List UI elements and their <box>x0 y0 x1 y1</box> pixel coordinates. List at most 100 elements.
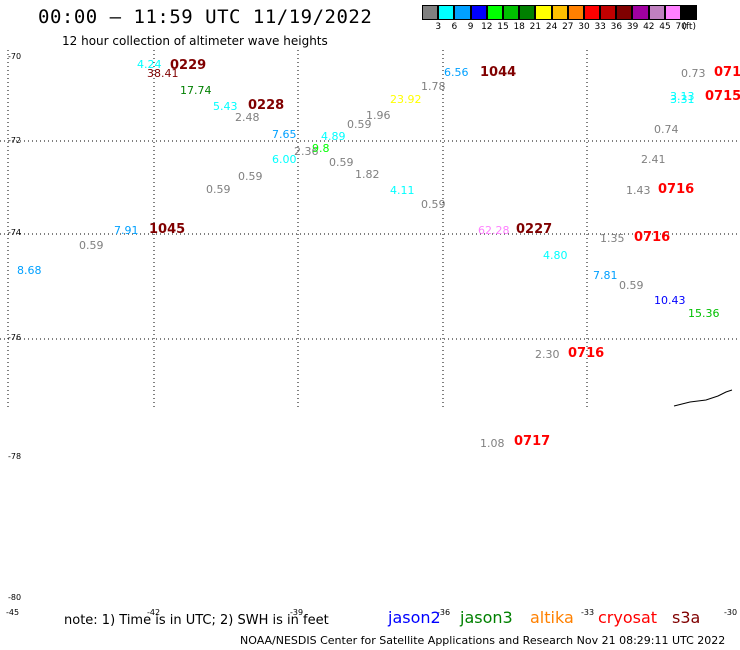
wave-height-label: 2.41 <box>641 153 666 166</box>
colorbar-tick-label: 27 <box>562 22 574 32</box>
wave-height-label: 4.80 <box>543 249 568 262</box>
colorbar-tick-label: 3 <box>435 22 442 32</box>
wave-height-label: 1.82 <box>355 168 380 181</box>
colorbar-tick-label: 12 <box>481 22 493 32</box>
latitude-label: -80 <box>8 593 22 602</box>
colorbar-tick-label: 42 <box>643 22 655 32</box>
wave-height-label: 6.56 <box>444 66 469 79</box>
longitude-label: -39 <box>290 608 304 617</box>
colorbar-swatch <box>470 5 487 20</box>
colorbar-swatch <box>648 5 665 20</box>
wave-height-label: 0.59 <box>238 170 263 183</box>
wave-height-label: 1.78 <box>421 80 446 93</box>
map-subtitle: 12 hour collection of altimeter wave hei… <box>62 34 328 48</box>
latitude-label: -72 <box>8 136 22 145</box>
legend-item-jason2: jason2 <box>388 608 441 627</box>
colorbar-swatch <box>454 5 471 20</box>
wave-height-label: 2.48 <box>235 111 260 124</box>
colorbar-swatch <box>632 5 649 20</box>
units-note: note: 1) Time is in UTC; 2) SWH is in fe… <box>64 613 329 628</box>
colorbar-swatch <box>616 5 633 20</box>
wave-height-label: 38.41 <box>147 67 179 80</box>
wave-height-label: 2.36 <box>294 145 319 158</box>
pass-time-label: 1045 <box>149 222 186 237</box>
pass-time-label: 0229 <box>170 58 207 73</box>
wave-height-label: 62.28 <box>478 224 510 237</box>
colorbar-swatch <box>600 5 617 20</box>
wave-height-label: 0.73 <box>681 67 706 80</box>
wave-height-label: 9.8 <box>312 142 330 155</box>
pass-time-label: 0716 <box>634 230 671 245</box>
wave-height-label: 17.74 <box>180 84 212 97</box>
colorbar-swatch <box>535 5 552 20</box>
wave-height-label: 7.65 <box>272 128 297 141</box>
pass-time-label: 0228 <box>248 98 285 113</box>
legend-item-s3a: s3a <box>672 608 701 627</box>
legend-item-jason3: jason3 <box>460 608 513 627</box>
colorbar-swatch <box>422 5 439 20</box>
wave-height-colorbar <box>422 5 698 20</box>
colorbar-tick-label: 18 <box>513 22 525 32</box>
colorbar-tick-label: 9 <box>467 22 474 32</box>
longitude-label: -42 <box>147 608 161 617</box>
wave-height-label: 0.59 <box>79 239 104 252</box>
longitude-label: -33 <box>581 608 595 617</box>
colorbar-tick-label: 70 <box>675 22 687 32</box>
colorbar-tick-label: 39 <box>626 22 639 32</box>
coastline <box>673 389 733 407</box>
colorbar-swatch <box>664 5 681 20</box>
wave-height-label: 7.91 <box>114 224 139 237</box>
wave-height-label: 8.68 <box>17 264 42 277</box>
pass-time-label: 0716 <box>658 182 695 197</box>
pass-time-label: 1044 <box>480 65 517 80</box>
colorbar-swatch <box>583 5 601 20</box>
wave-height-label: 4.11 <box>390 184 415 197</box>
colorbar-tick-label: 45 <box>659 22 671 32</box>
longitude-label: -36 <box>437 608 451 617</box>
wave-height-label: 0.59 <box>619 279 644 292</box>
wave-height-label: 7.81 <box>593 269 618 282</box>
legend-item-altika: altika <box>530 608 574 627</box>
latitude-label: -70 <box>8 52 22 61</box>
pass-time-label: 0715 <box>705 89 740 104</box>
longitude-label: -30 <box>724 608 738 617</box>
wave-height-label: 1.43 <box>626 184 651 197</box>
legend-item-cryosat: cryosat <box>598 608 658 627</box>
wave-height-label: 0.59 <box>206 183 231 196</box>
wave-height-label: 3.31 <box>670 93 695 106</box>
colorbar-swatch <box>502 5 520 20</box>
colorbar-swatch <box>551 5 568 20</box>
wave-height-label: 0.59 <box>329 156 354 169</box>
wave-height-label: 1.96 <box>366 109 391 122</box>
footer-credit: NOAA/NESDIS Center for Satellite Applica… <box>240 634 726 647</box>
pass-time-label: 0227 <box>516 222 553 237</box>
wave-height-label: 0.59 <box>347 118 372 131</box>
latitude-label: -78 <box>8 452 22 461</box>
colorbar-tick-label: 24 <box>545 22 558 32</box>
wave-height-label: 15.36 <box>688 307 720 320</box>
pass-time-label: 0717 <box>514 434 551 449</box>
wave-height-label: 1.35 <box>600 232 625 245</box>
wave-height-label: 0.74 <box>654 123 679 136</box>
latitude-label: -76 <box>8 333 22 342</box>
colorbar-tick-label: (ft) <box>682 22 696 32</box>
colorbar-tick-label: 15 <box>497 22 509 32</box>
wave-height-label: 5.43 <box>213 100 238 113</box>
wave-height-label: 0.59 <box>421 198 446 211</box>
wave-height-label: 4.89 <box>321 130 346 143</box>
colorbar-swatch <box>681 5 698 20</box>
wave-height-label: 10.43 <box>654 294 686 307</box>
wave-height-label: 4.24 <box>137 58 162 71</box>
colorbar-swatch <box>519 5 536 20</box>
wave-height-label: 3.13 <box>670 90 695 103</box>
pass-time-label: 0716 <box>568 346 605 361</box>
colorbar-swatch <box>567 5 584 20</box>
colorbar-tick-label: 36 <box>610 22 623 32</box>
latitude-label: -74 <box>8 228 22 237</box>
colorbar-swatch <box>438 5 455 20</box>
colorbar-swatch <box>486 5 503 20</box>
map-title: 00:00 – 11:59 UTC 11/19/2022 <box>38 6 373 28</box>
wave-height-label: 23.92 <box>390 93 422 106</box>
colorbar-tick-label: 21 <box>529 22 542 32</box>
